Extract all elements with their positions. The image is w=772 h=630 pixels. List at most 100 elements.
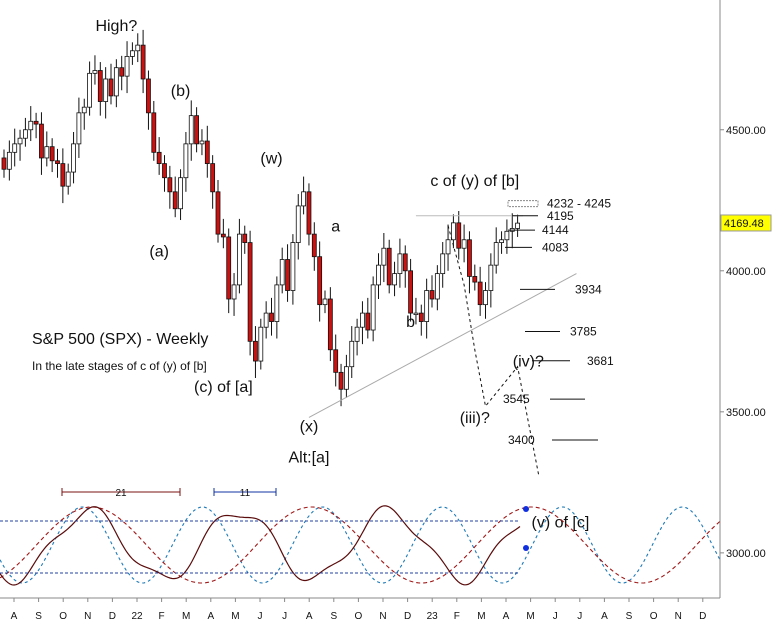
candle-up [44, 146, 50, 159]
x-tick-label: F [454, 611, 460, 622]
candle-down [97, 70, 103, 102]
candle-up [354, 326, 360, 342]
candle-down [194, 115, 200, 145]
cycle-oscillator-panel: 21 11 [0, 488, 721, 586]
x-tick-label: 23 [427, 611, 439, 622]
candle-up [376, 264, 381, 286]
wave-label: (v) of [c] [532, 514, 590, 531]
candle-down [108, 78, 114, 97]
x-tick-label: S [330, 611, 337, 622]
wave-label: (b) [171, 83, 191, 100]
candle-up [124, 56, 130, 77]
candle-up [188, 115, 194, 145]
x-tick-label: M [526, 611, 534, 622]
candle-down [146, 78, 151, 114]
fib-label: 3785 [570, 324, 597, 338]
fib-label: 4195 [547, 209, 574, 223]
fib-label: 3545 [503, 392, 530, 406]
candle-up [397, 253, 403, 275]
wave-labels: High? (b) (a) (w) (c) of [a] (x) Alt:[a] a b c of… [95, 18, 589, 531]
wave-label: a [331, 218, 340, 235]
candle-down [311, 233, 317, 258]
candle-down [39, 123, 44, 159]
chart-subtitle: In the late stages of c of (y) of [b] [32, 359, 207, 373]
candle-down [119, 67, 125, 77]
candle-up [103, 78, 109, 102]
fib-label: 4232 - 4245 [547, 197, 611, 211]
x-tick-label: D [404, 611, 411, 622]
x-tick-label: O [59, 611, 67, 622]
x-tick-label: S [35, 611, 42, 622]
candle-up [6, 151, 12, 170]
x-tick-label: J [577, 611, 582, 622]
candle-up [22, 129, 28, 139]
candle-down [472, 276, 478, 283]
candle-up [87, 72, 92, 108]
candle-up [274, 284, 280, 322]
candle-up [440, 253, 446, 275]
candle-up [392, 273, 397, 286]
candle-up [258, 326, 264, 362]
candle-up [301, 191, 307, 207]
candle-up [290, 242, 296, 291]
candle-up [263, 312, 269, 328]
candle-down [467, 239, 472, 277]
candle-up [381, 247, 387, 266]
candle-down [55, 160, 60, 165]
candlestick-series [1, 29, 520, 407]
candle-down [247, 242, 253, 342]
candle-up [231, 284, 237, 300]
candle-up [450, 222, 456, 241]
x-tick-label: J [553, 611, 558, 622]
candle-down [418, 312, 424, 322]
candle-up [295, 205, 301, 243]
x-tick-label: A [601, 611, 608, 622]
projection-line [447, 225, 540, 477]
candle-up [499, 239, 504, 243]
candle-down [215, 191, 221, 235]
candle-up [370, 284, 376, 331]
candle-up [461, 239, 467, 249]
x-tick-label: O [650, 611, 658, 622]
cycle-label: 21 [115, 488, 127, 499]
candle-down [408, 270, 414, 314]
candle-up [65, 171, 71, 187]
x-tick-label: 22 [131, 611, 143, 622]
candle-up [360, 312, 365, 328]
candle-up [413, 312, 419, 316]
candle-down [327, 298, 333, 351]
fib-label: 4144 [542, 223, 569, 237]
wave-label: (a) [149, 244, 169, 261]
candle-down [317, 256, 323, 306]
candle-up [279, 259, 285, 286]
candle-down [226, 236, 232, 300]
wave-label: (c) of [a] [194, 379, 253, 396]
candle-down [60, 163, 66, 187]
wave-label: (iii)? [460, 410, 490, 427]
fib-label: 4083 [542, 240, 569, 254]
x-tick-label: A [306, 611, 313, 622]
candle-down [429, 290, 435, 300]
x-tick-label: J [258, 611, 263, 622]
wave-label: b [406, 314, 415, 331]
candle-down [210, 163, 216, 193]
wave-label: (iv)? [513, 354, 544, 371]
x-tick-label: A [11, 611, 18, 622]
candle-down [386, 247, 392, 286]
candle-up [17, 137, 23, 145]
x-tick-label: M [477, 611, 485, 622]
cycle-21-wave [0, 506, 721, 584]
candle-up [76, 112, 82, 145]
x-tick-label: D [109, 611, 116, 622]
x-tick-label: N [84, 611, 91, 622]
candle-up [113, 67, 119, 97]
candle-down [33, 120, 39, 125]
candle-down [49, 146, 55, 162]
candle-down [456, 222, 462, 249]
projection-path [447, 225, 540, 477]
candle-down [204, 140, 210, 165]
candle-down [167, 177, 173, 193]
candle-up [92, 70, 98, 74]
x-tick-label: M [182, 611, 190, 622]
